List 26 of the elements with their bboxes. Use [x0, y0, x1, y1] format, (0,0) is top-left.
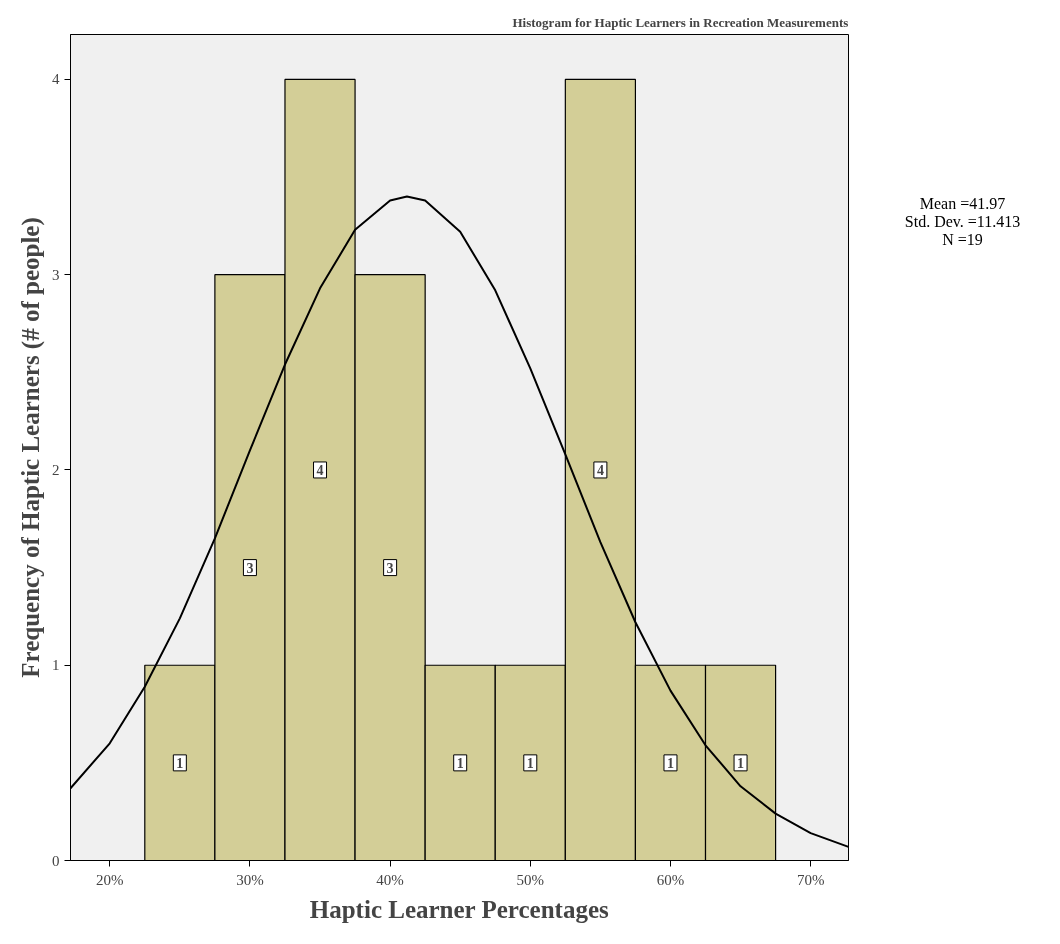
chart-title: Histogram for Haptic Learners in Recreation Measurements — [512, 14, 849, 30]
x-tick-label: 30% — [236, 871, 264, 888]
x-tick-label: 20% — [96, 871, 124, 888]
data-label: 3 — [246, 560, 254, 576]
x-tick-label: 70% — [796, 871, 825, 888]
y-tick-label: 2 — [52, 461, 60, 478]
data-label: 1 — [526, 755, 534, 771]
data-label: 1 — [456, 755, 464, 771]
y-axis-title: Frequency of Haptic Learners (# of people) — [17, 217, 45, 678]
text: Mean =41.97 — [918, 195, 1007, 213]
x-axis-title: Haptic Learner Percentages — [309, 895, 610, 923]
text: Std. Dev. =11.413 — [904, 213, 1021, 231]
x-tick-label: 40% — [376, 871, 404, 888]
data-label: 1 — [176, 755, 184, 771]
y-tick-label: 4 — [52, 71, 60, 88]
y-tick-label: 3 — [52, 266, 60, 283]
x-tick-label: 50% — [516, 871, 545, 888]
data-label: 4 — [596, 462, 604, 478]
data-label: 1 — [666, 755, 674, 771]
data-label: 3 — [386, 560, 394, 576]
data-label: 4 — [316, 462, 324, 478]
data-label: 1 — [737, 755, 745, 771]
y-tick-label: 1 — [52, 657, 60, 674]
y-tick-label: 0 — [52, 852, 60, 869]
text: N =19 — [941, 231, 984, 249]
x-tick-label: 60% — [656, 871, 685, 888]
